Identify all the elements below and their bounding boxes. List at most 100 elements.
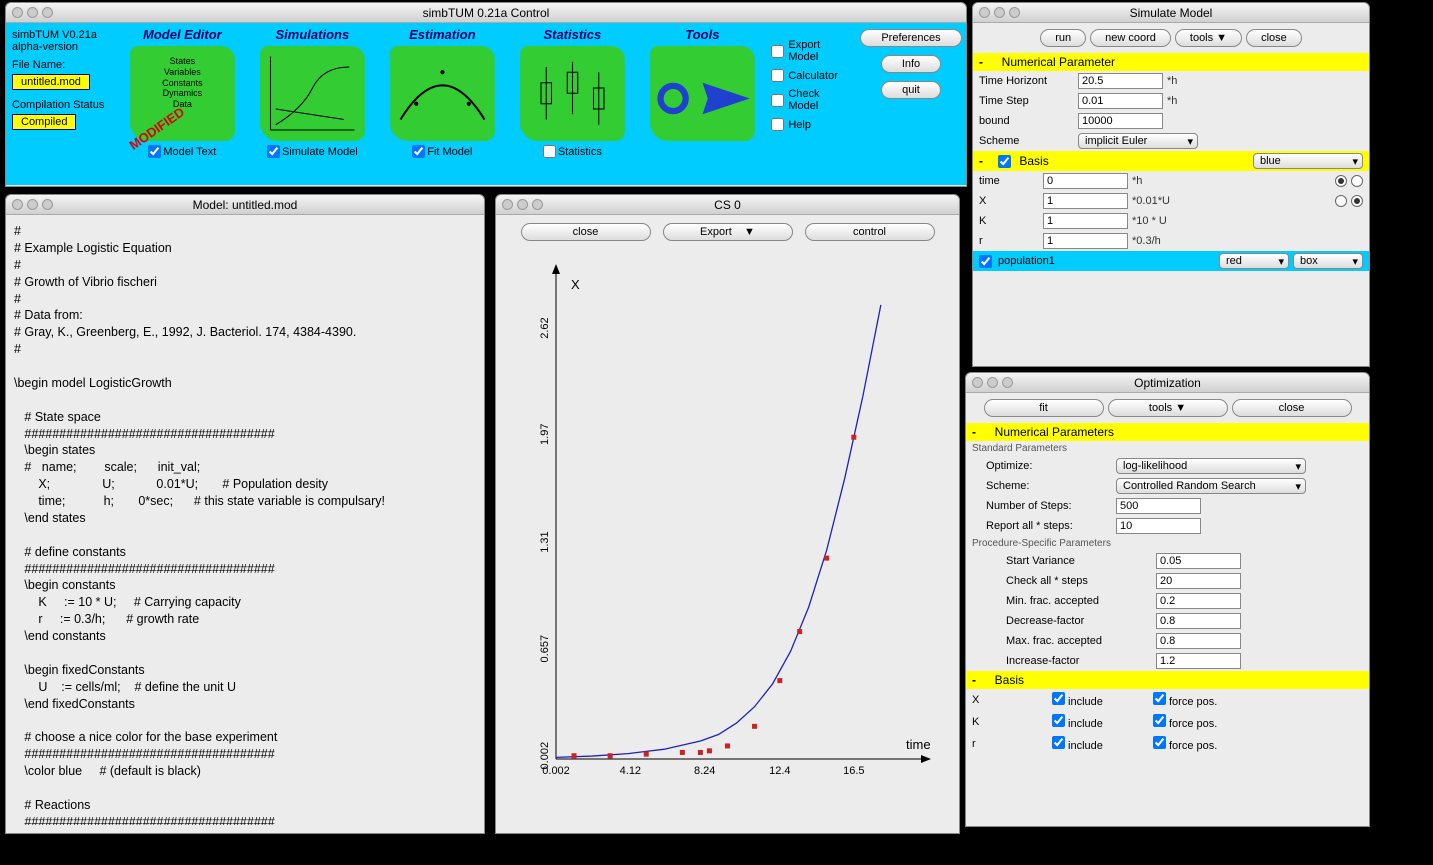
- basis-header[interactable]: - Basis blue: [973, 151, 1369, 171]
- module-1: Simulations Simulate Model: [247, 23, 377, 185]
- basis-unit: *0.01*U: [1132, 195, 1170, 207]
- module-checkbox-label[interactable]: Statistics: [509, 145, 635, 158]
- basis-input[interactable]: [1043, 233, 1128, 249]
- basis-input[interactable]: [1043, 213, 1128, 229]
- population-row: population1 red box: [973, 251, 1369, 271]
- basis-checkbox[interactable]: [998, 155, 1011, 168]
- param-input[interactable]: [1078, 93, 1163, 109]
- population-color-select[interactable]: red: [1219, 253, 1289, 269]
- include-label[interactable]: include: [1052, 692, 1103, 708]
- export-button[interactable]: Export ▼: [663, 223, 793, 241]
- close-button[interactable]: close: [1246, 29, 1302, 47]
- model-titlebar[interactable]: Model: untitled.mod: [6, 195, 484, 215]
- option-calculator[interactable]: Calculator: [771, 69, 852, 82]
- opt-scheme-select[interactable]: Controlled Random Search: [1116, 478, 1306, 494]
- module-checkbox[interactable]: [267, 145, 280, 158]
- proc-input[interactable]: [1156, 593, 1241, 609]
- proc-input[interactable]: [1156, 633, 1241, 649]
- module-checkbox-label[interactable]: Fit Model: [379, 145, 505, 158]
- radio[interactable]: [1335, 175, 1347, 187]
- filename-button[interactable]: untitled.mod: [12, 74, 90, 90]
- population-style-select[interactable]: box: [1293, 253, 1363, 269]
- scheme-select[interactable]: implicit Euler: [1078, 133, 1198, 149]
- basis-input[interactable]: [1043, 193, 1128, 209]
- close-button[interactable]: close: [521, 223, 651, 241]
- version-panel: simbTUM V0.21a alpha-version File Name: …: [6, 23, 117, 185]
- nsteps-input[interactable]: [1116, 498, 1201, 514]
- module-checkbox[interactable]: [412, 145, 425, 158]
- radio[interactable]: [1351, 195, 1363, 207]
- module-3: Statistics Statistics: [507, 23, 637, 185]
- population-checkbox[interactable]: [979, 255, 992, 268]
- proc-label: Increase-factor: [1006, 655, 1156, 667]
- option-check-model[interactable]: Check Model: [771, 88, 852, 112]
- tools-button[interactable]: tools ▼: [1175, 29, 1242, 47]
- option-help[interactable]: Help: [771, 118, 852, 131]
- window-controls[interactable]: [12, 7, 53, 18]
- control-button[interactable]: control: [805, 223, 935, 241]
- run-button[interactable]: run: [1040, 29, 1086, 47]
- basis-color-select[interactable]: blue: [1253, 153, 1363, 169]
- tools-button[interactable]: tools ▼: [1108, 399, 1228, 417]
- radio[interactable]: [1351, 175, 1363, 187]
- model-text[interactable]: # # Example Logistic Equation # # Growth…: [6, 215, 484, 825]
- window-controls[interactable]: [502, 199, 543, 210]
- preferences-button[interactable]: Preferences: [860, 29, 961, 47]
- module-icon[interactable]: [390, 46, 495, 141]
- cs0-title: CS 0: [714, 198, 741, 212]
- quit-button[interactable]: quit: [881, 81, 941, 99]
- window-controls[interactable]: [979, 7, 1020, 18]
- svg-text:16.5: 16.5: [843, 765, 864, 777]
- simulate-titlebar[interactable]: Simulate Model: [973, 3, 1369, 23]
- report-input[interactable]: [1116, 518, 1201, 534]
- info-button[interactable]: Info: [881, 55, 941, 73]
- module-0: Model Editor StatesVariablesConstantsDyn…: [117, 23, 247, 185]
- fit-button[interactable]: fit: [984, 399, 1104, 417]
- module-icon[interactable]: [260, 46, 365, 141]
- close-button[interactable]: close: [1232, 399, 1352, 417]
- module-icon[interactable]: [650, 46, 755, 141]
- module-checkbox-label[interactable]: Simulate Model: [249, 145, 375, 158]
- version-line1: simbTUM V0.21a: [12, 29, 111, 41]
- module-title: Simulations: [249, 27, 375, 42]
- forcepos-label[interactable]: force pos.: [1153, 714, 1217, 730]
- forcepos-label[interactable]: force pos.: [1153, 692, 1217, 708]
- param-input[interactable]: [1078, 113, 1163, 129]
- proc-input[interactable]: [1156, 653, 1241, 669]
- option-export-model[interactable]: Export Model: [771, 39, 852, 63]
- control-window: simbTUM 0.21a Control simbTUM V0.21a alp…: [5, 2, 967, 187]
- proc-label: Start Variance: [1006, 555, 1156, 567]
- proc-input[interactable]: [1156, 613, 1241, 629]
- include-label[interactable]: include: [1052, 736, 1103, 752]
- optimization-titlebar[interactable]: Optimization: [966, 373, 1369, 393]
- optimize-label: Optimize:: [986, 460, 1116, 472]
- numerical-param-header[interactable]: - Numerical Parameter: [973, 53, 1369, 71]
- window-controls[interactable]: [972, 377, 1013, 388]
- new-button[interactable]: new coord: [1090, 29, 1171, 47]
- module-icon[interactable]: StatesVariablesConstantsDynamicsDataMODI…: [130, 46, 235, 141]
- basis-label: time: [979, 175, 1039, 187]
- forcepos-label[interactable]: force pos.: [1153, 736, 1217, 752]
- proc-input[interactable]: [1156, 573, 1241, 589]
- module-checkbox[interactable]: [148, 145, 161, 158]
- optimize-select[interactable]: log-likelihood: [1116, 458, 1306, 474]
- svg-text:2.62: 2.62: [539, 317, 551, 338]
- basis-label: X: [979, 195, 1039, 207]
- include-label[interactable]: include: [1052, 714, 1103, 730]
- scheme-label: Scheme: [979, 135, 1074, 147]
- radio[interactable]: [1335, 195, 1347, 207]
- param-input[interactable]: [1078, 73, 1163, 89]
- cs0-titlebar[interactable]: CS 0: [496, 195, 959, 215]
- module-checkbox[interactable]: [543, 145, 556, 158]
- simulate-title: Simulate Model: [1130, 6, 1213, 20]
- basis-input[interactable]: [1043, 173, 1128, 189]
- svg-text:0.657: 0.657: [539, 635, 551, 663]
- numerical-parameters-header[interactable]: - Numerical Parameters: [966, 423, 1369, 441]
- control-titlebar[interactable]: simbTUM 0.21a Control: [6, 3, 966, 23]
- window-controls[interactable]: [12, 199, 53, 210]
- compiled-button[interactable]: Compiled: [12, 114, 76, 130]
- opt-basis-header[interactable]: - Basis: [966, 671, 1369, 689]
- proc-input[interactable]: [1156, 553, 1241, 569]
- population-label: population1: [998, 255, 1055, 267]
- module-icon[interactable]: [520, 46, 625, 141]
